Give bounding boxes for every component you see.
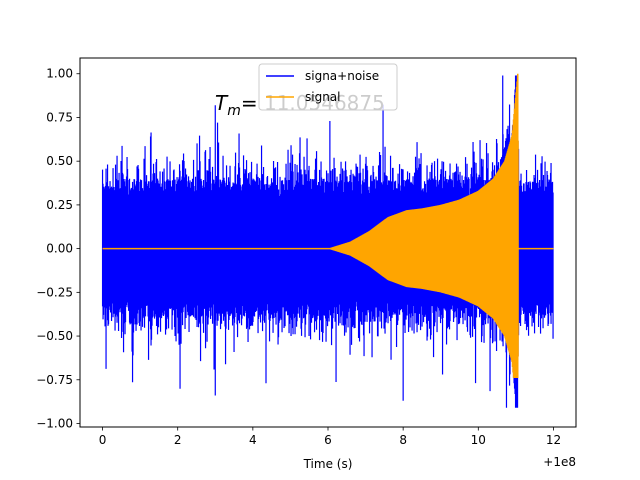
y-tick-label: 0.50 (46, 154, 73, 168)
x-tick-label: 2 (174, 433, 182, 447)
legend-label-signal: signal (305, 90, 341, 104)
x-tick-label: 6 (324, 433, 332, 447)
x-tick-label: 4 (249, 433, 257, 447)
legend-label-signa-noise: signa+noise (305, 69, 379, 83)
y-axis: −1.00 −0.75 −0.50 −0.25 0.00 0.25 0.50 0.75 1.00 (36, 67, 80, 431)
annotation-sub: m (227, 103, 241, 119)
x-tick-label: 12 (546, 433, 561, 447)
x-tick-label: 0 (99, 433, 107, 447)
x-axis: 0 2 4 6 8 10 12 (99, 427, 561, 447)
x-tick-label: 10 (471, 433, 486, 447)
x-axis-label: Time (s) (303, 457, 353, 471)
series-layer (101, 73, 554, 408)
series-signal (102, 73, 554, 379)
y-tick-label: 0.25 (46, 198, 73, 212)
x-tick-label: 8 (399, 433, 407, 447)
y-tick-label: 1.00 (46, 67, 73, 81)
y-tick-label: −0.75 (36, 373, 73, 387)
annotation-main: T (215, 91, 229, 115)
legend: signa+noise signal (258, 63, 398, 111)
x-offset-label: +1e8 (543, 455, 576, 469)
y-tick-label: 0.75 (46, 110, 73, 124)
y-tick-label: −0.50 (36, 329, 73, 343)
y-tick-label: −0.25 (36, 285, 73, 299)
y-tick-label: 0.00 (46, 242, 73, 256)
y-tick-label: −1.00 (36, 417, 73, 431)
